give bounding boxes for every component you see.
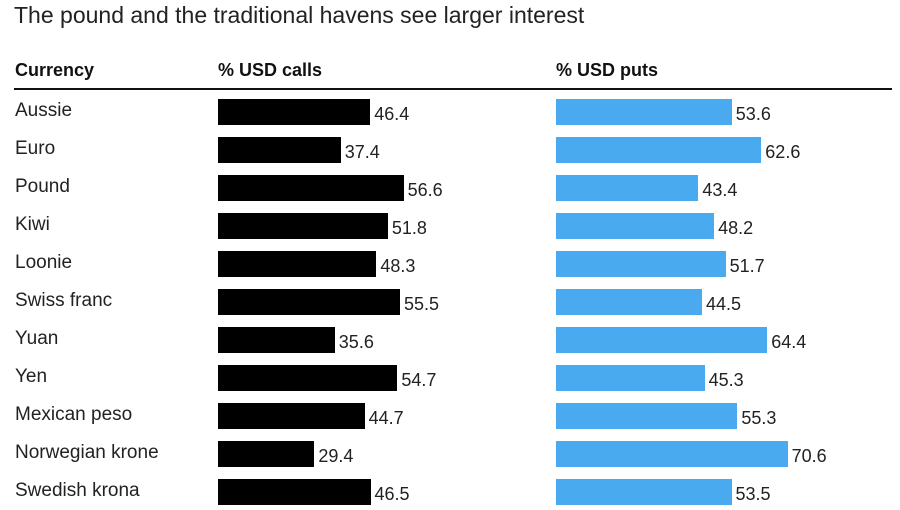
value-label-puts-swedish-krona: 53.5 (735, 484, 771, 504)
value-label-calls-loonie: 48.3 (380, 256, 416, 276)
currency-label-swedish-krona: Swedish krona (15, 480, 140, 501)
bar-puts-pound (556, 175, 699, 201)
value-label-calls-swedish-krona: 46.5 (374, 484, 410, 504)
chart-title: The pound and the traditional havens see… (14, 2, 585, 28)
bar-puts-swedish-krona (556, 479, 732, 505)
value-label-puts-euro: 62.6 (765, 142, 801, 162)
bar-puts-euro (556, 137, 762, 163)
value-label-calls-aussie: 46.4 (374, 104, 410, 124)
value-label-puts-loonie: 51.7 (729, 256, 765, 276)
bar-puts-aussie (556, 99, 732, 125)
bar-puts-yen (556, 365, 705, 391)
bar-calls-swiss-franc (218, 289, 400, 315)
value-label-calls-norwegian-krone: 29.4 (318, 446, 354, 466)
value-label-puts-yuan: 64.4 (771, 332, 807, 352)
currency-label-pound: Pound (15, 176, 70, 197)
currency-label-aussie: Aussie (15, 100, 73, 121)
bar-calls-loonie (218, 251, 377, 277)
value-label-calls-euro: 37.4 (344, 142, 380, 162)
bar-puts-swiss-franc (556, 289, 702, 315)
currency-label-norwegian-krone: Norwegian krone (15, 442, 159, 463)
currency-label-swiss-franc: Swiss franc (15, 290, 113, 311)
currency-label-mexican-peso: Mexican peso (15, 404, 133, 425)
currency-label-loonie: Loonie (15, 252, 73, 273)
header-currency: Currency (15, 60, 95, 80)
bar-calls-yen (218, 365, 398, 391)
currency-label-kiwi: Kiwi (15, 214, 50, 235)
value-label-calls-swiss-franc: 55.5 (404, 294, 440, 314)
bar-puts-kiwi (556, 213, 715, 239)
bar-calls-norwegian-krone (218, 441, 315, 467)
currency-label-yuan: Yuan (15, 328, 59, 349)
value-label-puts-yen: 45.3 (708, 370, 744, 390)
header-usd-calls: % USD calls (218, 60, 323, 80)
header-rule (14, 88, 892, 90)
bar-calls-euro (218, 137, 341, 163)
bar-calls-yuan (218, 327, 335, 353)
value-label-calls-yuan: 35.6 (338, 332, 374, 352)
value-label-puts-norwegian-krone: 70.6 (791, 446, 827, 466)
value-label-puts-pound: 43.4 (702, 180, 738, 200)
bar-puts-mexican-peso (556, 403, 738, 429)
bar-puts-loonie (556, 251, 726, 277)
value-label-calls-kiwi: 51.8 (391, 218, 427, 238)
value-label-calls-pound: 56.6 (407, 180, 443, 200)
bar-calls-pound (218, 175, 404, 201)
value-label-puts-aussie: 53.6 (735, 104, 771, 124)
bar-calls-aussie (218, 99, 371, 125)
currency-label-yen: Yen (15, 366, 48, 387)
value-label-puts-mexican-peso: 55.3 (741, 408, 777, 428)
bar-calls-kiwi (218, 213, 388, 239)
bar-puts-norwegian-krone (556, 441, 788, 467)
header-usd-puts: % USD puts (556, 60, 659, 80)
bar-calls-mexican-peso (218, 403, 365, 429)
bar-puts-yuan (556, 327, 768, 353)
value-label-calls-yen: 54.7 (401, 370, 437, 390)
value-label-puts-kiwi: 48.2 (718, 218, 754, 238)
value-label-calls-mexican-peso: 44.7 (368, 408, 404, 428)
value-label-puts-swiss-franc: 44.5 (706, 294, 742, 314)
currency-label-euro: Euro (15, 138, 56, 159)
bar-calls-swedish-krona (218, 479, 371, 505)
